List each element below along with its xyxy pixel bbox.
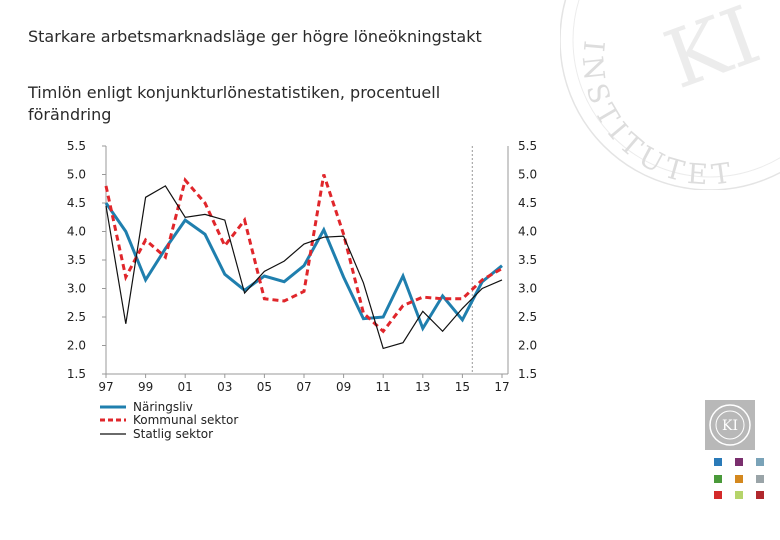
legend: Näringsliv Kommunal sektor Statlig sekto…: [100, 400, 238, 441]
x-tick-label: 05: [257, 380, 272, 394]
chart-subtitle: Timlön enligt konjunkturlönestatistiken,…: [28, 83, 441, 124]
legend-label-statlig: Statlig sektor: [133, 427, 213, 441]
x-tick-label: 99: [138, 380, 153, 394]
x-tick-label: 01: [178, 380, 193, 394]
color-square-purple: [735, 458, 743, 466]
y-tick-label-left: 3.0: [67, 282, 86, 296]
series-line-kommunal: [104, 174, 503, 334]
chart-axes: [102, 145, 509, 378]
x-tick-label: 09: [336, 380, 351, 394]
series-line-naringsliv: [104, 202, 503, 332]
y-tick-label-right: 5.5: [518, 139, 537, 153]
y-tick-label-right: 4.0: [518, 225, 537, 239]
y-tick-label-right: 3.0: [518, 282, 537, 296]
color-square-grey: [756, 475, 764, 483]
logo-text: KI: [722, 418, 738, 434]
watermark-circle-inner: [572, 0, 780, 178]
y-tick-label-right: 4.5: [518, 196, 537, 210]
color-square-blue: [714, 458, 722, 466]
y-tick-label-left: 5.0: [67, 168, 86, 182]
y-tick-label-left: 2.5: [67, 310, 86, 324]
y-tick-label-left: 4.0: [67, 225, 86, 239]
x-tick-label: 11: [376, 380, 391, 394]
legend-label-kommunal: Kommunal sektor: [133, 413, 238, 427]
y-tick-label-left: 5.5: [67, 139, 86, 153]
chart-title: Starkare arbetsmarknadsläge ger högre lö…: [28, 27, 482, 46]
y-tick-label-left: 3.5: [67, 253, 86, 267]
y-tick-label-left: 1.5: [67, 367, 86, 381]
color-square-darkred: [756, 491, 764, 499]
y-tick-label-left: 2.0: [67, 339, 86, 353]
color-square-green: [714, 475, 722, 483]
tick-labels: 5.5 5.5 5.0 5.0 4.5 4.5 4.0 4.0 3.5 3.5 3.0 3.0 2.5 2…: [67, 139, 537, 394]
color-square-red: [714, 491, 722, 499]
y-tick-label-right: 5.0: [518, 168, 537, 182]
x-tick-label: 07: [296, 380, 311, 394]
y-tick-label-left: 4.5: [67, 196, 86, 210]
series-lines: [104, 174, 503, 350]
x-tick-label: 15: [455, 380, 470, 394]
watermark-seal: INSTITUTET KI: [560, 0, 780, 190]
ki-logo: KI: [705, 400, 755, 450]
y-tick-label-right: 3.5: [518, 253, 537, 267]
legend-label-naringsliv: Näringsliv: [133, 400, 193, 414]
y-tick-label-right: 2.5: [518, 310, 537, 324]
color-square-teal: [756, 458, 764, 466]
x-tick-label: 13: [415, 380, 430, 394]
line-chart: 5.5 5.5 5.0 5.0 4.5 4.5 4.0 4.0 3.5 3.5 3.0 3.0 2.5 2…: [67, 139, 537, 441]
color-square-orange: [735, 475, 743, 483]
x-tick-label: 17: [494, 380, 509, 394]
y-tick-label-right: 1.5: [518, 367, 537, 381]
color-square-lime: [735, 491, 743, 499]
watermark-ki: KI: [653, 0, 771, 107]
x-tick-label: 03: [217, 380, 232, 394]
y-tick-label-right: 2.0: [518, 339, 537, 353]
x-tick-label: 97: [98, 380, 113, 394]
series-line-statlig: [105, 185, 503, 350]
